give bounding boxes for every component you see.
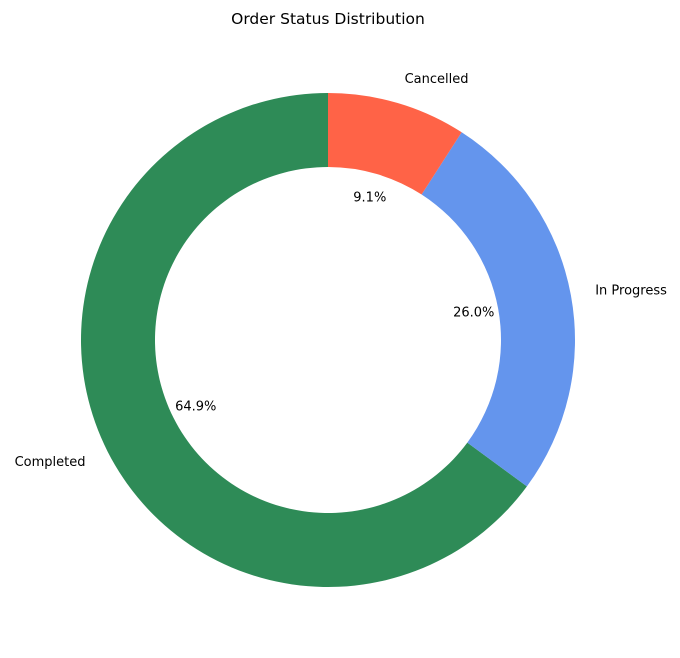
slice-label-in-progress: In Progress	[595, 283, 667, 298]
slice-label-completed: Completed	[15, 455, 86, 470]
chart-title: Order Status Distribution	[231, 10, 425, 28]
pct-label-completed: 64.9%	[175, 399, 216, 414]
slice-completed	[81, 93, 527, 587]
pct-label-cancelled: 9.1%	[353, 190, 386, 205]
slice-in-progress	[421, 132, 575, 487]
pct-label-in-progress: 26.0%	[453, 306, 494, 321]
slices-group	[81, 93, 575, 587]
labels-group: Completed 64.9% In Progress 26.0% Cancelled 9…	[15, 72, 667, 470]
slice-label-cancelled: Cancelled	[405, 72, 469, 87]
slice-cancelled	[328, 93, 462, 195]
